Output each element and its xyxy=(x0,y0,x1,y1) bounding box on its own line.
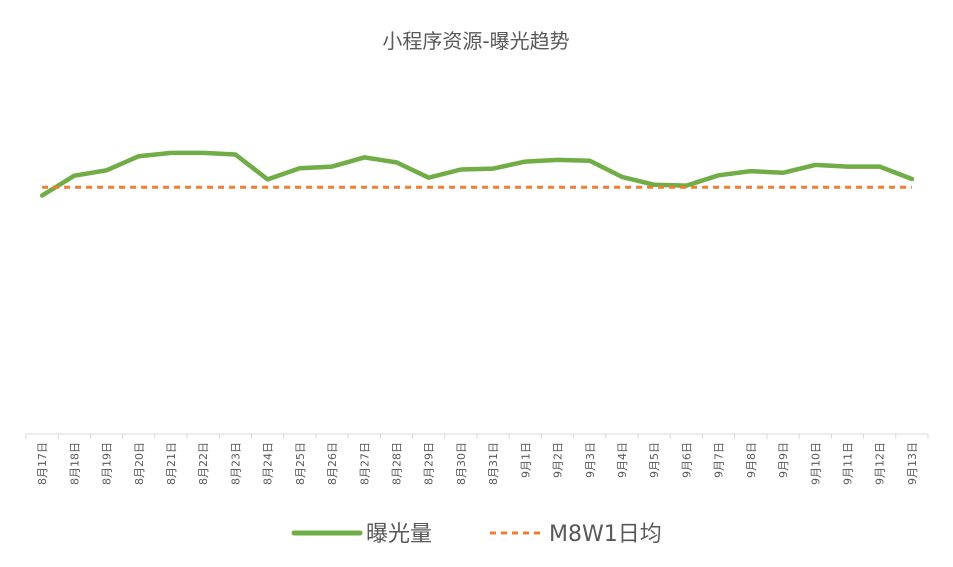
x-tick-label: 8月24日 xyxy=(262,442,275,485)
x-tick-label: 8月21日 xyxy=(165,442,178,485)
x-tick-label: 8月30日 xyxy=(455,442,468,485)
x-tick-label: 8月28日 xyxy=(390,442,403,485)
x-tick-label: 8月26日 xyxy=(326,442,339,485)
x-tick-label: 8月23日 xyxy=(229,442,242,485)
x-tick-label: 9月9日 xyxy=(777,442,790,478)
x-tick-label: 8月22日 xyxy=(197,442,210,485)
x-tick-label: 8月25日 xyxy=(294,442,307,485)
x-tick-label: 8月29日 xyxy=(423,442,436,485)
x-tick-labels: 8月17日 8月18日 8月19日 8月20日 8月21日 8月22日 8月23日 8月24日… xyxy=(36,442,919,485)
legend-label: 曝光量 xyxy=(366,522,432,547)
legend: 曝光量 M8W1日均 xyxy=(291,522,662,547)
series-group xyxy=(39,150,915,198)
exposure-line xyxy=(39,150,915,198)
x-tick-label: 9月7日 xyxy=(713,442,726,478)
x-axis xyxy=(25,433,929,439)
x-tick-label: 9月4日 xyxy=(616,442,629,478)
x-tick-label: 9月10日 xyxy=(809,442,822,485)
x-tick-label: 9月13日 xyxy=(906,442,919,485)
legend-label: M8W1日均 xyxy=(549,522,662,547)
x-tick-label: 9月12日 xyxy=(874,442,887,485)
x-tick-label: 8月20日 xyxy=(133,442,146,485)
x-tick-label: 9月11日 xyxy=(841,442,854,485)
x-tick-label: 8月17日 xyxy=(36,442,49,485)
x-tick-label: 8月19日 xyxy=(101,442,114,485)
x-tick-label: 9月1日 xyxy=(519,442,532,478)
chart-title: 小程序资源-曝光趋势 xyxy=(382,29,569,53)
x-tick-label: 9月3日 xyxy=(584,442,597,478)
x-tick-label: 8月18日 xyxy=(68,442,81,485)
x-tick-label: 9月6日 xyxy=(680,442,693,478)
x-tick-label: 8月27日 xyxy=(358,442,371,485)
x-tick-label: 9月5日 xyxy=(648,442,661,478)
x-tick-label: 9月8日 xyxy=(745,442,758,478)
x-tick-label: 9月2日 xyxy=(552,442,565,478)
x-tick-label: 8月31日 xyxy=(487,442,500,485)
